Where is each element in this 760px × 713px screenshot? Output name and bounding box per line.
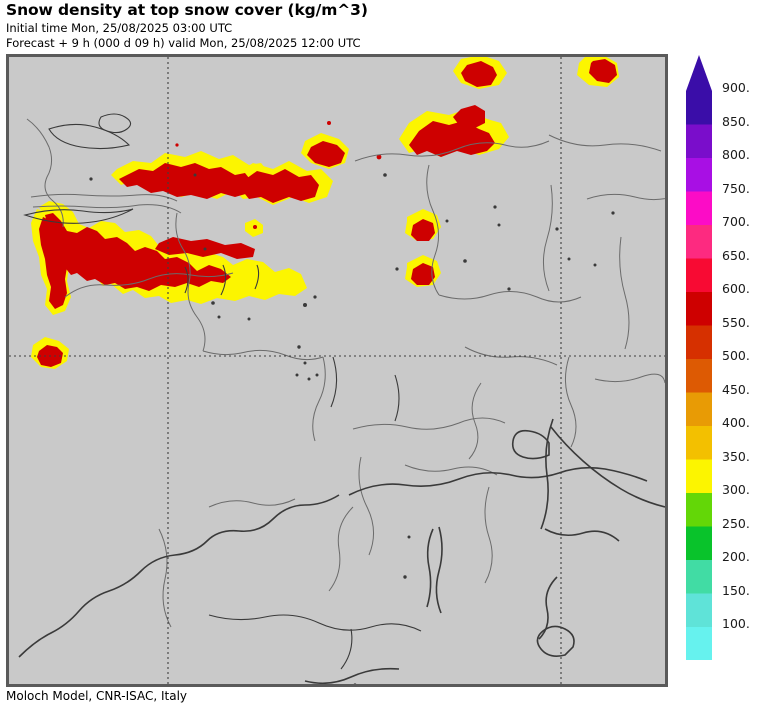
initial-time-text: Initial time Mon, 25/08/2025 03:00 UTC bbox=[6, 21, 233, 35]
colorbar-band bbox=[686, 325, 712, 360]
colorbar-tick-label: 750. bbox=[722, 180, 750, 196]
colorbar-band bbox=[686, 191, 712, 226]
colorbar-band bbox=[686, 392, 712, 427]
colorbar-band bbox=[686, 225, 712, 260]
colorbar-tick-label: 200. bbox=[722, 549, 750, 564]
colorbar-band bbox=[686, 124, 712, 159]
colorbar-band bbox=[686, 560, 712, 595]
graticule bbox=[9, 57, 665, 684]
colorbar-tick-label: 500. bbox=[722, 348, 750, 363]
forecast-valid-time-text: Forecast + 9 h (000 d 09 h) valid Mon, 2… bbox=[6, 36, 361, 50]
colorbar-tick-labels: 900. 850. 800. 750. 700. 650. 600. 550. 500. 450.… bbox=[722, 55, 760, 675]
colorbar bbox=[686, 55, 712, 660]
colorbar-tick-label: 600. bbox=[722, 281, 750, 296]
snow-density-field bbox=[31, 57, 619, 369]
chart-header: Snow density at top snow cover (kg/m^3) … bbox=[6, 0, 666, 55]
colorbar-band bbox=[686, 426, 712, 461]
colorbar-band bbox=[686, 526, 712, 561]
colorbar-tick-label: 700. bbox=[722, 214, 750, 229]
colorbar-swatches bbox=[686, 55, 712, 660]
colorbar-band bbox=[686, 493, 712, 528]
colorbar-tick-label: 350. bbox=[722, 448, 750, 464]
colorbar-tick-label: 250. bbox=[722, 515, 750, 531]
colorbar-band bbox=[686, 258, 712, 293]
colorbar-tick-label: 100. bbox=[722, 616, 750, 631]
page-title: Snow density at top snow cover (kg/m^3) bbox=[6, 1, 368, 19]
colorbar-tick-label: 400. bbox=[722, 415, 750, 430]
colorbar-band bbox=[686, 459, 712, 494]
map-canvas bbox=[9, 57, 665, 684]
colorbar-band bbox=[686, 359, 712, 394]
colorbar-band bbox=[686, 627, 712, 660]
colorbar-band bbox=[686, 593, 712, 628]
model-credit: Moloch Model, CNR-ISAC, Italy bbox=[6, 689, 188, 703]
colorbar-tick-label: 900. bbox=[722, 80, 750, 95]
colorbar-band bbox=[686, 91, 712, 126]
colorbar-tick-label: 850. bbox=[722, 113, 750, 129]
colorbar-tick-label: 300. bbox=[722, 482, 750, 497]
colorbar-tick-label: 550. bbox=[722, 314, 750, 330]
colorbar-band bbox=[686, 292, 712, 327]
colorbar-band bbox=[686, 158, 712, 193]
map-dots bbox=[89, 173, 615, 684]
colorbar-tick-label: 450. bbox=[722, 381, 750, 397]
coastlines bbox=[18, 418, 665, 684]
colorbar-extend-arrow bbox=[686, 55, 712, 91]
map-frame bbox=[6, 54, 668, 687]
colorbar-tick-label: 650. bbox=[722, 247, 750, 263]
colorbar-tick-label: 800. bbox=[722, 147, 750, 162]
lakes-and-rivers bbox=[23, 113, 422, 670]
country-borders bbox=[26, 118, 665, 628]
colorbar-tick-label: 150. bbox=[722, 582, 750, 598]
